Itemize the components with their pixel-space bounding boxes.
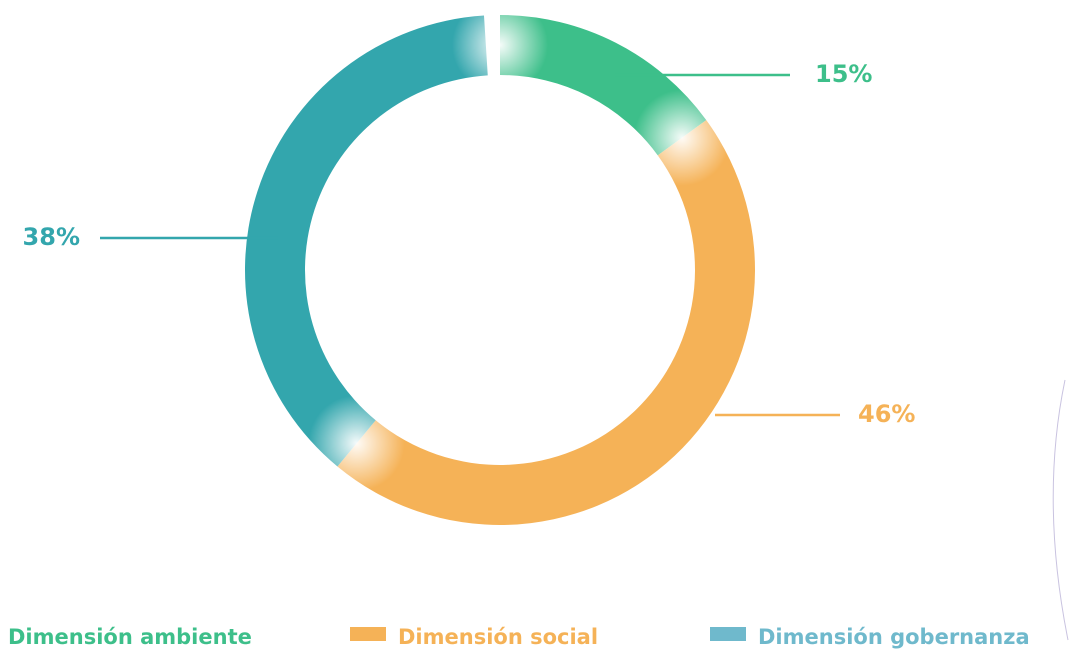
segment-fade [452,0,548,93]
legend-swatch [350,627,386,641]
decoration [1052,379,1069,641]
donut-segment [337,120,755,526]
segment-fade [634,89,731,186]
data-label: 38% [23,223,80,251]
data-label: 46% [858,400,915,428]
donut-segment [245,15,488,467]
legend-swatch [710,627,746,641]
legend-label: Dimensión ambiente [8,625,252,649]
data-label: 15% [815,60,872,88]
segment-fade [308,395,405,492]
legend-label: Dimensión social [398,625,598,649]
legend-label: Dimensión gobernanza [758,625,1030,649]
